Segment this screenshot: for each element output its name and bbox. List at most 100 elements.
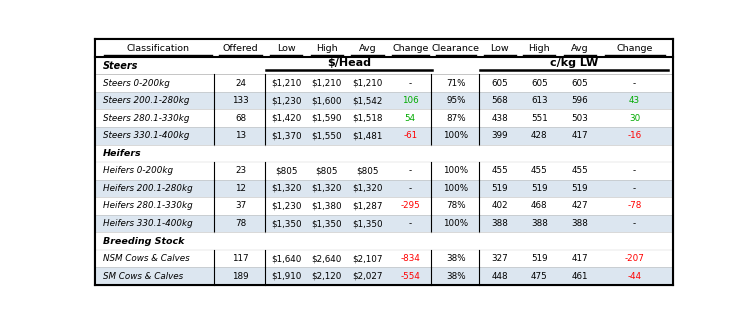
Text: -: - [409, 219, 412, 228]
Text: 24: 24 [235, 79, 246, 88]
Text: $1,640: $1,640 [271, 254, 302, 263]
Bar [95, 57, 674, 74]
Text: 468: 468 [531, 202, 548, 211]
Text: Steers: Steers [103, 61, 139, 71]
Text: $1,590: $1,590 [311, 114, 342, 123]
Bar [95, 250, 674, 267]
Text: $1,320: $1,320 [352, 184, 382, 193]
Text: Steers 330.1-400kg: Steers 330.1-400kg [103, 131, 190, 140]
Text: 417: 417 [572, 131, 588, 140]
Text: Heifers: Heifers [103, 149, 142, 158]
Bar [95, 127, 674, 144]
Text: -: - [633, 79, 636, 88]
Text: 596: 596 [572, 96, 588, 105]
Text: Steers 0-200kg: Steers 0-200kg [103, 79, 170, 88]
Text: Classification: Classification [127, 44, 190, 53]
Text: -: - [633, 219, 636, 228]
Text: 605: 605 [531, 79, 548, 88]
Text: 95%: 95% [446, 96, 466, 105]
Bar [95, 144, 674, 162]
Text: 13: 13 [235, 131, 246, 140]
Text: Heifers 200.1-280kg: Heifers 200.1-280kg [103, 184, 193, 193]
Text: SM Cows & Calves: SM Cows & Calves [103, 272, 183, 281]
Text: 568: 568 [491, 96, 508, 105]
Bar [95, 39, 674, 57]
Text: Change: Change [616, 44, 652, 53]
Text: 402: 402 [491, 202, 508, 211]
Text: $1,230: $1,230 [271, 96, 302, 105]
Text: Change: Change [392, 44, 428, 53]
Text: -78: -78 [628, 202, 642, 211]
Bar [95, 74, 674, 92]
Text: 427: 427 [572, 202, 588, 211]
Text: Heifers 330.1-400kg: Heifers 330.1-400kg [103, 219, 193, 228]
Text: 37: 37 [235, 202, 246, 211]
Text: 100%: 100% [443, 131, 469, 140]
Text: $1,380: $1,380 [311, 202, 342, 211]
Text: Steers 280.1-330kg: Steers 280.1-330kg [103, 114, 190, 123]
Text: $1,550: $1,550 [311, 131, 342, 140]
Text: 12: 12 [235, 184, 246, 193]
Text: Steers 200.1-280kg: Steers 200.1-280kg [103, 96, 190, 105]
Text: -: - [409, 79, 412, 88]
Text: -: - [633, 184, 636, 193]
Text: 54: 54 [405, 114, 416, 123]
Text: -44: -44 [628, 272, 642, 281]
Text: $/Head: $/Head [327, 58, 371, 68]
Text: 448: 448 [491, 272, 508, 281]
Text: High: High [529, 44, 550, 53]
Text: $1,230: $1,230 [271, 202, 302, 211]
Text: 475: 475 [531, 272, 548, 281]
Text: NSM Cows & Calves: NSM Cows & Calves [103, 254, 190, 263]
Text: Heifers 280.1-330kg: Heifers 280.1-330kg [103, 202, 193, 211]
Text: $1,320: $1,320 [271, 184, 302, 193]
Text: -834: -834 [400, 254, 420, 263]
Text: 100%: 100% [443, 166, 469, 175]
Text: $1,370: $1,370 [271, 131, 302, 140]
Text: 78%: 78% [446, 202, 466, 211]
Text: Avg: Avg [572, 44, 589, 53]
Text: 455: 455 [491, 166, 508, 175]
Text: 519: 519 [531, 254, 548, 263]
Text: 605: 605 [572, 79, 588, 88]
Text: Avg: Avg [358, 44, 376, 53]
Text: 417: 417 [572, 254, 588, 263]
Text: 503: 503 [572, 114, 589, 123]
Text: Offered: Offered [223, 44, 258, 53]
Text: Low: Low [277, 44, 296, 53]
Text: 38%: 38% [446, 272, 466, 281]
Text: 461: 461 [572, 272, 588, 281]
Text: $1,320: $1,320 [311, 184, 342, 193]
Text: $1,600: $1,600 [311, 96, 342, 105]
Text: Clearance: Clearance [432, 44, 480, 53]
Text: $2,640: $2,640 [312, 254, 342, 263]
Text: 133: 133 [232, 96, 249, 105]
Bar [95, 180, 674, 197]
Text: 30: 30 [629, 114, 640, 123]
Text: High: High [316, 44, 338, 53]
Text: $1,420: $1,420 [271, 114, 302, 123]
Text: -16: -16 [628, 131, 642, 140]
Text: $1,350: $1,350 [311, 219, 342, 228]
Bar [95, 92, 674, 109]
Text: $805: $805 [275, 166, 298, 175]
Text: 388: 388 [531, 219, 548, 228]
Text: 87%: 87% [446, 114, 466, 123]
Text: -: - [633, 166, 636, 175]
Text: 117: 117 [232, 254, 249, 263]
Text: 388: 388 [572, 219, 589, 228]
Text: 519: 519 [491, 184, 508, 193]
Text: 455: 455 [572, 166, 588, 175]
Text: Low: Low [490, 44, 509, 53]
Text: -: - [409, 166, 412, 175]
Text: 438: 438 [491, 114, 508, 123]
Text: $2,107: $2,107 [352, 254, 382, 263]
Text: 78: 78 [235, 219, 246, 228]
Text: $1,542: $1,542 [352, 96, 382, 105]
Text: $1,518: $1,518 [352, 114, 382, 123]
Bar [95, 267, 674, 285]
Text: $1,210: $1,210 [352, 79, 382, 88]
Bar [95, 109, 674, 127]
Text: 71%: 71% [446, 79, 466, 88]
Text: 106: 106 [402, 96, 418, 105]
